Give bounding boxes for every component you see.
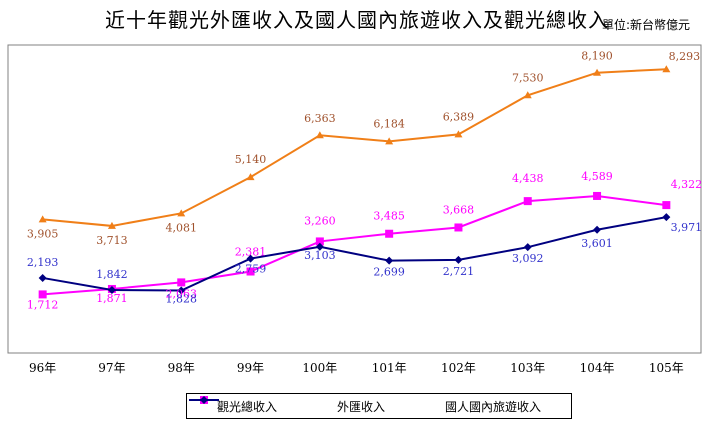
legend-label: 觀光總收入	[216, 399, 277, 414]
data-point	[454, 130, 463, 138]
data-label: 2,381	[235, 246, 267, 259]
data-point	[454, 255, 463, 264]
legend-item: 國人國內旅遊收入	[189, 396, 541, 415]
series-line	[42, 68, 667, 227]
x-tick-label: 96年	[29, 361, 56, 375]
data-label: 1,712	[27, 298, 59, 311]
legend-item: 外匯收入	[189, 396, 385, 415]
data-point	[246, 267, 255, 276]
data-label: 6,184	[373, 117, 405, 130]
chart-legend: 觀光總收入 外匯收入 國人國內旅遊收入	[186, 393, 572, 419]
x-tick-label: 104年	[580, 361, 615, 375]
legend-label: 國人國內旅遊收入	[444, 399, 541, 414]
data-point	[315, 131, 324, 139]
data-label: 4,322	[671, 178, 703, 191]
data-label: 7,530	[512, 71, 544, 84]
data-point	[385, 229, 394, 238]
data-label: 2,699	[373, 266, 405, 279]
data-label: 2,193	[27, 256, 59, 269]
data-point	[385, 256, 394, 265]
data-point	[385, 137, 394, 145]
data-point	[38, 273, 47, 282]
unit-label: 單位:新台幣億元	[601, 18, 690, 32]
legend-swatch	[189, 396, 219, 404]
data-point	[315, 237, 324, 246]
data-point	[246, 254, 255, 263]
data-label: 1,871	[96, 292, 128, 305]
data-point	[177, 278, 186, 287]
x-tick-label: 99年	[237, 361, 264, 375]
data-point	[523, 243, 532, 252]
data-point	[662, 65, 671, 73]
data-point	[200, 396, 208, 404]
series-line	[42, 216, 667, 292]
x-tick-label: 103年	[510, 361, 545, 375]
data-point	[38, 215, 47, 223]
data-label: 4,438	[512, 172, 544, 185]
plot-area	[7, 44, 702, 354]
data-label: 6,363	[304, 112, 336, 125]
x-tick-label: 97年	[98, 361, 125, 375]
data-label: 8,293	[669, 50, 701, 63]
data-point	[662, 201, 671, 210]
x-tick-label: 101年	[372, 361, 407, 375]
x-tick-label: 100年	[302, 361, 337, 375]
data-label: 3,092	[512, 252, 544, 265]
data-point	[662, 213, 671, 222]
data-point	[593, 225, 602, 234]
series-2	[38, 213, 671, 295]
data-label: 3,713	[96, 234, 128, 247]
data-label: 3,668	[443, 203, 475, 216]
x-tick-label: 102年	[441, 361, 476, 375]
chart-title: 近十年觀光外匯收入及國人國內旅遊收入及觀光總收入	[105, 8, 609, 32]
data-point	[177, 209, 186, 217]
data-point	[593, 68, 602, 76]
data-point	[246, 173, 255, 181]
series-0	[38, 65, 671, 229]
data-point	[177, 286, 186, 295]
data-point	[593, 191, 602, 200]
data-label: 8,190	[581, 50, 613, 63]
legend-item: 觀光總收入	[189, 396, 277, 415]
x-tick-label: 98年	[168, 361, 195, 375]
data-label: 3,103	[304, 249, 336, 262]
data-label: 2,063	[166, 287, 198, 300]
data-point	[454, 223, 463, 232]
x-tick-label: 105年	[649, 361, 684, 375]
data-label: 3,260	[304, 214, 336, 227]
data-point	[38, 290, 47, 299]
data-point	[315, 242, 324, 251]
data-point	[107, 221, 116, 229]
data-label: 1,842	[96, 268, 128, 281]
data-label: 3,601	[581, 237, 613, 250]
data-label: 2,721	[443, 265, 475, 278]
data-label: 6,389	[443, 110, 475, 123]
data-label: 3,971	[671, 221, 703, 234]
data-label: 4,589	[581, 170, 613, 183]
data-point	[523, 91, 532, 99]
data-label: 4,081	[166, 221, 198, 234]
data-point	[523, 197, 532, 206]
series-line	[42, 194, 667, 296]
data-label: 2,759	[235, 263, 267, 276]
data-label: 5,140	[235, 153, 267, 166]
data-label: 1,828	[166, 293, 198, 306]
data-label: 3,905	[27, 227, 59, 240]
data-label: 3,485	[373, 210, 405, 223]
data-point	[107, 285, 116, 294]
legend-label: 外匯收入	[336, 399, 385, 414]
